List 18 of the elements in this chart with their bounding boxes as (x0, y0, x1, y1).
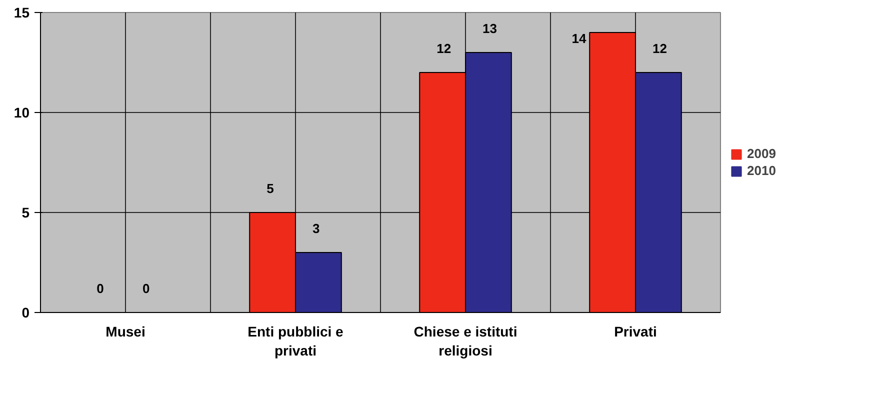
y-tick-label: 15 (14, 4, 30, 20)
y-tick-label: 0 (22, 304, 30, 320)
data-label: 12 (652, 41, 667, 56)
x-tick-label: Enti pubblici e privati (248, 324, 344, 359)
data-label: 12 (436, 41, 452, 56)
legend-label: 2010 (747, 163, 776, 178)
legend-label: 2009 (747, 146, 776, 161)
y-tick-label: 10 (14, 104, 30, 120)
data-label: 13 (482, 21, 497, 36)
x-tick-label: Musei (106, 324, 146, 340)
data-label: 3 (312, 221, 320, 236)
data-label: 0 (142, 281, 150, 296)
data-label: 5 (266, 181, 274, 196)
data-label: 14 (572, 31, 587, 46)
data-label: 0 (96, 281, 104, 296)
y-tick-label: 5 (22, 204, 30, 220)
x-tick-label: Privati (614, 324, 657, 340)
x-tick-label: Chiese e istituti religiosi (414, 324, 518, 359)
